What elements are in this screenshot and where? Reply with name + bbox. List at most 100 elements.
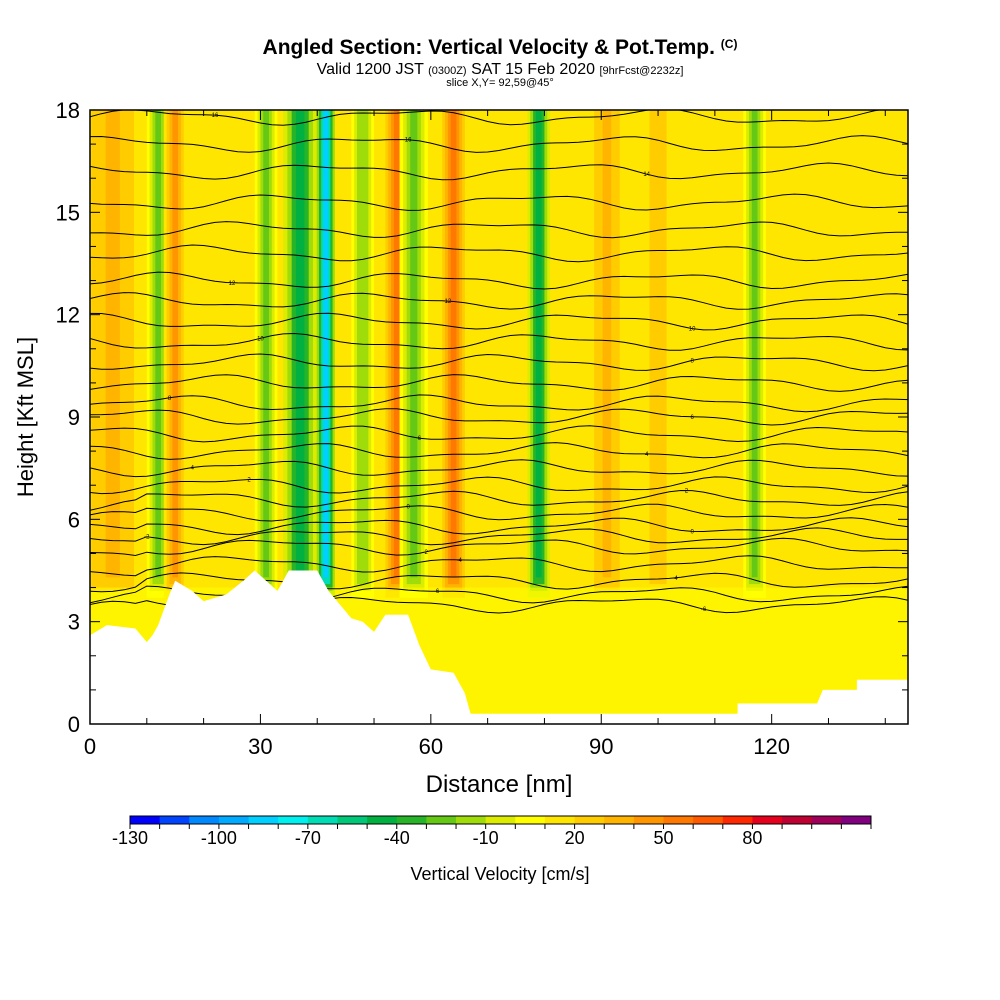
isentrope-line — [90, 537, 908, 557]
y-tick-label: 12 — [56, 303, 80, 328]
colorbar-swatch — [544, 816, 576, 824]
isentrope-line — [90, 489, 908, 511]
colorbar-swatch — [367, 816, 398, 824]
colorbar-swatch — [307, 816, 338, 824]
isentrope-line — [90, 408, 908, 426]
isentrope-line — [90, 572, 908, 593]
velocity-band — [393, 110, 400, 578]
velocity-band — [751, 110, 758, 578]
isentrope-line — [90, 292, 908, 310]
colorbar-tick-label: 80 — [742, 828, 762, 848]
x-tick-label: 30 — [248, 734, 272, 759]
isentrope-label: -2 — [422, 550, 428, 556]
isentrope-label: 4 — [191, 465, 195, 471]
x-tick-label: 0 — [84, 734, 96, 759]
velocity-column — [316, 110, 335, 598]
isentrope-line — [90, 555, 908, 577]
terrain — [90, 570, 908, 724]
isentrope-label: -6 — [434, 589, 440, 595]
isentrope-label: 10 — [689, 327, 696, 333]
y-tick-label: 0 — [68, 712, 80, 737]
velocity-band — [172, 110, 179, 578]
velocity-band — [410, 110, 418, 578]
chart-title: Angled Section: Vertical Velocity & Pot.… — [262, 36, 738, 59]
y-tick-label: 9 — [68, 405, 80, 430]
colorbar-tick-label: 50 — [654, 828, 674, 848]
y-tick-label: 15 — [56, 200, 80, 225]
velocity-band — [105, 110, 120, 578]
isentrope-line — [90, 162, 908, 181]
isentrope-line — [90, 353, 908, 372]
colorbar-swatch — [663, 816, 694, 824]
velocity-band — [295, 110, 305, 578]
isentrope-label: 16 — [405, 138, 412, 144]
colorbar-tick-label: -70 — [295, 828, 321, 848]
isentrope-label: -4 — [672, 576, 678, 582]
velocity-column — [589, 110, 624, 598]
isentrope-label: -6 — [701, 607, 707, 613]
x-tick-label: 120 — [753, 734, 790, 759]
isentrope-line — [90, 332, 908, 351]
velocity-column — [399, 110, 428, 598]
velocity-band — [653, 110, 663, 578]
isentrope-label: 2 — [685, 488, 689, 494]
isentrope-line — [90, 517, 908, 536]
isentrope-line — [90, 527, 908, 546]
isentrope-label: 14 — [643, 172, 650, 178]
y-tick-label: 6 — [68, 507, 80, 532]
colorbar-swatch — [278, 816, 309, 824]
colorbar-tick-label: -130 — [112, 828, 148, 848]
colorbar-swatch — [722, 816, 753, 824]
velocity-band — [450, 110, 457, 578]
x-tick-label: 60 — [419, 734, 443, 759]
colorbar-swatch — [159, 816, 190, 824]
colorbar-swatch — [456, 816, 487, 824]
isentrope-label: 8 — [168, 396, 172, 402]
colorbar-swatch — [426, 816, 457, 824]
velocity-column — [442, 110, 465, 598]
colorbar-swatch — [218, 816, 250, 824]
isentrope-label: -4 — [457, 558, 463, 564]
colorbar-swatch — [130, 816, 161, 824]
velocity-column — [641, 110, 676, 598]
isentrope-label: 12 — [229, 281, 236, 287]
velocity-band — [602, 110, 612, 578]
isentrope-line — [90, 312, 908, 331]
isentrope-label: 12 — [445, 299, 452, 305]
y-tick-label: 18 — [56, 98, 80, 123]
isentrope-line — [90, 135, 908, 153]
isentrope-label: 8 — [690, 358, 694, 364]
colorbar-swatch — [396, 816, 427, 824]
isentrope-line — [90, 244, 908, 263]
colorbar-swatch — [189, 816, 220, 824]
colorbar-swatch — [693, 816, 724, 824]
isentropes: 16 16 14 12 12 10 10 8 8 6 6 4 4 2 2 0 0 -2 -2 -4 -4 -6 -6 — [90, 110, 908, 614]
colorbar-swatch — [841, 816, 872, 824]
isentrope-label: 0 — [406, 504, 410, 510]
isentrope-label: 2 — [247, 478, 251, 484]
colorbar-swatch — [752, 816, 783, 824]
velocity-column — [527, 110, 551, 598]
velocity-column — [254, 110, 278, 598]
isentrope-line — [90, 271, 908, 290]
isentrope-line — [90, 394, 908, 413]
isentrope-line — [90, 193, 908, 211]
isentrope-line — [90, 442, 908, 460]
velocity-band — [535, 110, 542, 578]
colorbar: -130 -100 -70 -40 -10 20 50 80 — [112, 815, 872, 848]
isentrope-line — [90, 110, 883, 126]
isentrope-line — [90, 459, 908, 478]
isentrope-label: 10 — [257, 336, 264, 342]
slice-info: slice X,Y= 92,59@45° — [446, 77, 554, 89]
y-axis-label: Height [Kft MSL] — [13, 337, 38, 497]
colorbar-swatch — [337, 816, 368, 824]
colorbar-swatch — [485, 816, 516, 824]
x-tick-label: 90 — [589, 734, 613, 759]
colorbar-tick-label: -100 — [201, 828, 237, 848]
isentrope-line — [90, 503, 908, 522]
velocity-column — [90, 110, 142, 598]
x-axis-label: Distance [nm] — [426, 771, 573, 798]
colorbar-tick-label: -10 — [473, 828, 499, 848]
